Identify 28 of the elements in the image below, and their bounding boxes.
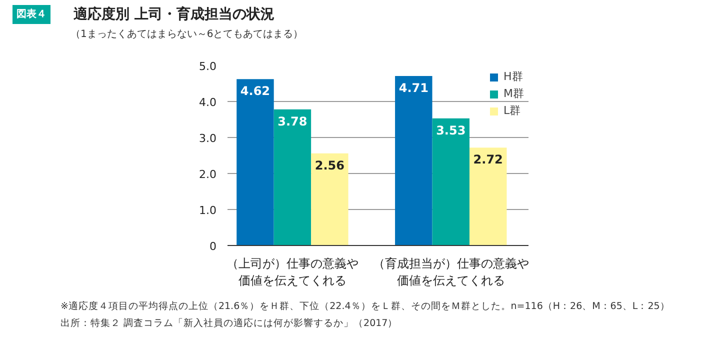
x-tick-label: （上司が）仕事の意義や価値を伝えてくれる: [226, 256, 358, 288]
legend-label: L群: [504, 103, 522, 118]
bar: [395, 76, 432, 246]
text: 出所：特集２ 調査コラム「新入社員の適応には何が影響するか」（2017）: [60, 317, 398, 329]
data-label: 4.62: [240, 84, 270, 98]
text: 図表４: [16, 8, 46, 20]
bar: [432, 118, 470, 246]
text: ※適応度４項目の平均得点の上位（21.6％）をＨ群、下位（22.4％）をＬ群、その間をＭ群とした。n=116（H：26、M：65、L：25）: [60, 300, 670, 312]
legend-label: M群: [504, 86, 524, 101]
data-label: 2.72: [473, 152, 503, 167]
legend-label: H群: [504, 69, 524, 84]
y-tick-label: 1.0: [199, 204, 217, 217]
chart-title: 適応度別 上司・育成担当の状況: [72, 6, 274, 22]
y-tick-label: 0: [210, 240, 216, 253]
x-tick-label: （育成担当が）仕事の意義や価値を伝えてくれる: [372, 256, 529, 288]
data-label: 4.71: [398, 80, 428, 95]
y-tick-label: 3.0: [199, 132, 217, 145]
bar: [236, 79, 274, 246]
bar: [311, 153, 348, 246]
data-label: 3.53: [436, 123, 466, 138]
chart-subtitle: （1まったくあてはまらない～6とてもあてはまる）: [70, 29, 304, 40]
y-tick-label: 4.0: [199, 96, 217, 109]
bar: [274, 109, 312, 246]
y-tick-label: 5.0: [199, 60, 217, 73]
bar: [469, 148, 507, 246]
data-label: 2.56: [314, 158, 344, 172]
y-tick-label: 2.0: [199, 168, 217, 181]
data-label: 3.78: [278, 114, 308, 128]
